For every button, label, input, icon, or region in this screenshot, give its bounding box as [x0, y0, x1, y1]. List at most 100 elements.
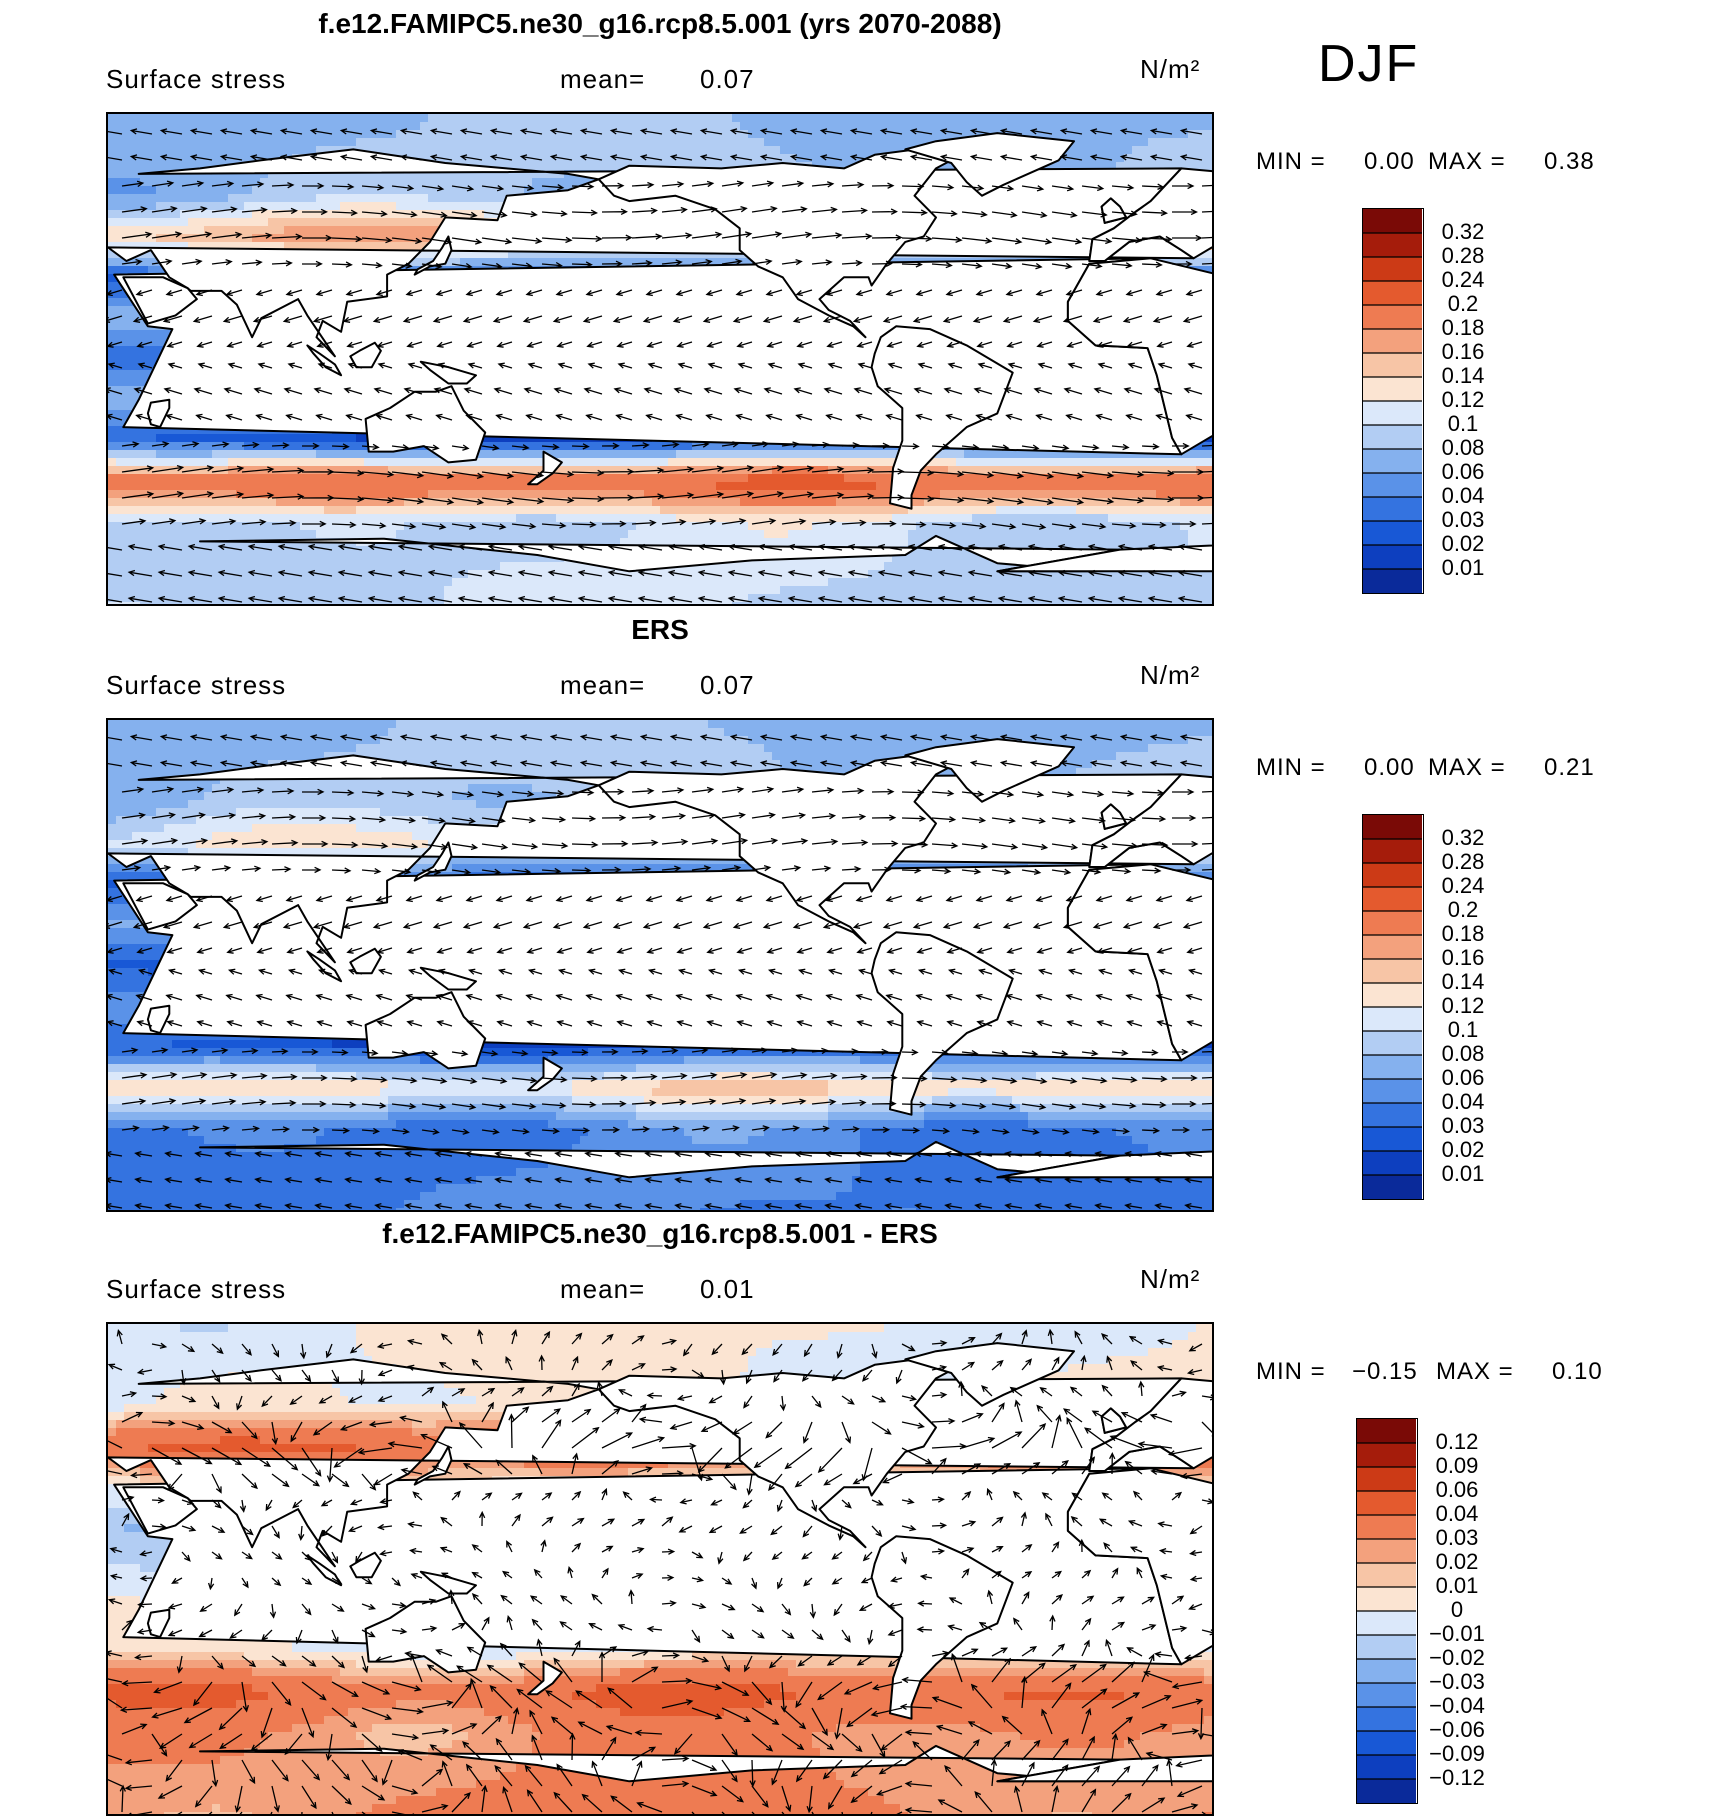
- stress-cell: [388, 146, 397, 155]
- stress-cell: [1148, 146, 1157, 155]
- stress-cell: [180, 178, 189, 187]
- stress-cell: [380, 234, 389, 243]
- stress-cell: [492, 178, 501, 187]
- stress-cell: [612, 154, 621, 163]
- stress-cell: [1092, 154, 1101, 163]
- stress-cell: [708, 114, 717, 123]
- stress-cell: [156, 226, 165, 235]
- stress-cell: [140, 378, 149, 387]
- stress-cell: [492, 154, 501, 163]
- stress-cell: [228, 226, 237, 235]
- stress-cell: [140, 234, 149, 243]
- stress-cell: [276, 122, 285, 131]
- stress-cell: [140, 258, 149, 267]
- stress-cell: [372, 114, 381, 123]
- stress-cell: [276, 210, 285, 219]
- stress-cell: [676, 250, 685, 259]
- stress-cell: [124, 162, 133, 171]
- stress-cell: [132, 394, 141, 403]
- stress-cell: [260, 242, 269, 251]
- stress-cell: [668, 138, 677, 147]
- stress-cell: [1068, 130, 1077, 139]
- stress-cell: [1100, 114, 1109, 123]
- stress-cell: [228, 114, 237, 123]
- stress-cell: [244, 114, 253, 123]
- stress-cell: [940, 114, 949, 123]
- stress-cell: [292, 234, 301, 243]
- stress-cell: [740, 130, 749, 139]
- stress-cell: [884, 122, 893, 131]
- stress-cell: [116, 378, 125, 387]
- stress-cell: [604, 138, 613, 147]
- stress-cell: [116, 122, 125, 131]
- stress-cell: [716, 138, 725, 147]
- stress-cell: [588, 162, 597, 171]
- stress-cell: [268, 186, 277, 195]
- stress-cell: [404, 226, 413, 235]
- stress-cell: [1188, 162, 1197, 171]
- stress-cell: [212, 202, 221, 211]
- stress-cell: [348, 170, 357, 179]
- stress-cell: [356, 218, 365, 227]
- stress-cell: [316, 146, 325, 155]
- stress-cell: [476, 210, 485, 219]
- stress-cell: [460, 138, 469, 147]
- stress-cell: [332, 138, 341, 147]
- stress-cell: [252, 234, 261, 243]
- stress-cell: [1180, 258, 1189, 267]
- stress-cell: [148, 338, 157, 347]
- stress-cell: [572, 178, 581, 187]
- stress-cell: [388, 194, 397, 203]
- stress-cell: [300, 226, 309, 235]
- stress-cell: [580, 250, 589, 259]
- stress-cell: [1036, 122, 1045, 131]
- stress-cell: [148, 258, 157, 267]
- stress-cell: [668, 114, 677, 123]
- stress-cell: [532, 162, 541, 171]
- stress-cell: [396, 170, 405, 179]
- stress-cell: [116, 370, 125, 379]
- stress-cell: [116, 298, 125, 307]
- stress-cell: [420, 178, 429, 187]
- stress-cell: [108, 290, 117, 299]
- stress-cell: [412, 146, 421, 155]
- stress-cell: [324, 114, 333, 123]
- stress-cell: [428, 138, 437, 147]
- stress-cell: [268, 146, 277, 155]
- stress-cell: [508, 258, 517, 267]
- stress-cell: [108, 394, 117, 403]
- stress-cell: [916, 114, 925, 123]
- stress-cell: [516, 178, 525, 187]
- stress-cell: [700, 162, 709, 171]
- stress-cell: [284, 186, 293, 195]
- stress-cell: [500, 194, 509, 203]
- stress-cell: [716, 154, 725, 163]
- stress-cell: [508, 146, 517, 155]
- stress-cell: [1084, 138, 1093, 147]
- stress-cell: [628, 138, 637, 147]
- stress-cell: [124, 242, 133, 251]
- stress-cell: [1148, 138, 1157, 147]
- stress-cell: [1188, 138, 1197, 147]
- stress-cell: [452, 194, 461, 203]
- stress-cell: [148, 114, 157, 123]
- stress-cell: [260, 122, 269, 131]
- stress-cell: [492, 162, 501, 171]
- stress-cell: [660, 258, 669, 267]
- stress-cell: [372, 178, 381, 187]
- stress-cell: [572, 162, 581, 171]
- stress-cell: [540, 250, 549, 259]
- stress-cell: [148, 194, 157, 203]
- stress-cell: [124, 306, 133, 315]
- stress-cell: [628, 250, 637, 259]
- stress-cell: [124, 370, 133, 379]
- panel-1-title: f.e12.FAMIPC5.ne30_g16.rcp8.5.001 (yrs 2…: [106, 8, 1214, 40]
- stress-cell: [1132, 154, 1141, 163]
- stress-cell: [1124, 138, 1133, 147]
- stress-cell: [124, 402, 133, 411]
- stress-cell: [772, 114, 781, 123]
- stress-cell: [428, 186, 437, 195]
- stress-cell: [1188, 114, 1197, 123]
- stress-cell: [620, 162, 629, 171]
- stress-cell: [1180, 138, 1189, 147]
